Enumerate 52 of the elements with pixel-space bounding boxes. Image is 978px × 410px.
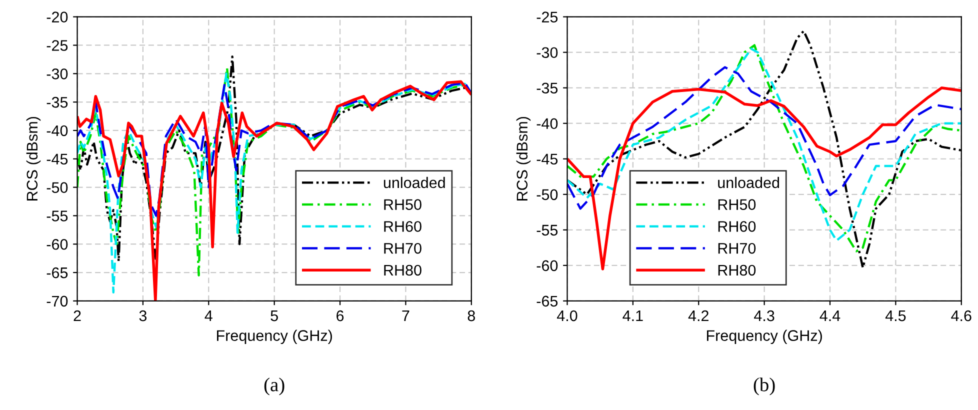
y-tick-label: -65: [46, 267, 68, 278]
legend-label: RH80: [718, 264, 756, 276]
x-tick-label: 4.3: [754, 310, 774, 322]
legend-label: RH80: [384, 264, 422, 276]
y-tick-label: -40: [536, 118, 558, 130]
y-tick-label: -30: [536, 47, 558, 58]
x-tick-label: 4.4: [820, 310, 840, 322]
y-tick-label: -25: [536, 12, 558, 22]
x-tick-label: 4: [204, 310, 212, 322]
legend-label: RH50: [384, 199, 422, 210]
y-tick-label: -20: [46, 12, 68, 22]
y-tick-label: -35: [46, 96, 68, 108]
text: (b): [754, 378, 775, 396]
x-tick-label: 5: [270, 310, 278, 322]
x-tick-label: 6: [336, 310, 344, 322]
text: (a): [264, 378, 284, 396]
x-tick-label: 4.2: [688, 310, 708, 322]
legend-label: unloaded: [718, 176, 780, 188]
y-axis-title: RCS (dBsm): [516, 116, 531, 200]
y-tick-label: -60: [46, 238, 68, 250]
line-series: [77, 82, 472, 217]
y-tick-label: -70: [46, 296, 68, 307]
y-tick-label: -30: [46, 68, 68, 80]
y-tick-label: -45: [46, 154, 68, 165]
x-tick-label: 3: [139, 310, 147, 322]
legend-label: RH50: [718, 199, 756, 210]
x-axis-title: Frequency (GHz): [706, 330, 822, 344]
line-series: [567, 66, 962, 210]
legend-label: RH70: [718, 242, 756, 254]
y-tick-label: -50: [46, 182, 68, 193]
legend-label: RH60: [384, 221, 422, 232]
x-tick-label: 2: [74, 310, 81, 322]
y-tick-label: -50: [536, 189, 558, 200]
x-tick-label: 4.0: [556, 310, 578, 322]
y-tick-label: -55: [536, 224, 558, 236]
y-tick-label: -45: [536, 154, 558, 165]
y-tick-label: -35: [536, 82, 558, 94]
legend-label: RH60: [718, 221, 756, 232]
y-tick-label: -55: [46, 210, 68, 222]
y-tick-label: -40: [46, 125, 68, 136]
x-tick-label: 8: [468, 310, 475, 322]
x-axis-title: Frequency (GHz): [217, 330, 332, 344]
legend-label: RH70: [384, 242, 422, 254]
y-tick-label: -60: [536, 260, 558, 272]
y-tick-label: -25: [46, 40, 68, 51]
y-tick-label: -65: [536, 296, 558, 307]
y-axis-title: RCS (dBsm): [26, 116, 41, 200]
x-tick-label: 7: [402, 310, 410, 322]
legend-label: unloaded: [384, 176, 445, 188]
x-tick-label: 4.6: [951, 310, 972, 322]
x-tick-label: 4.1: [622, 310, 643, 322]
x-tick-label: 4.5: [885, 310, 906, 322]
